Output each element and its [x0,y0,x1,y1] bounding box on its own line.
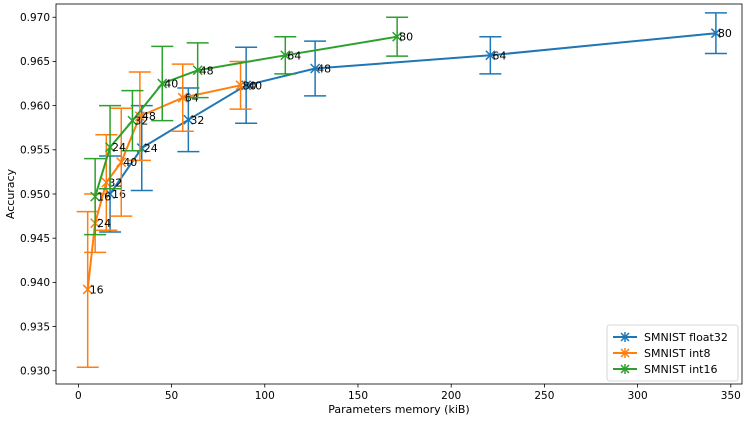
y-tick-label: 0.955 [20,145,50,157]
x-tick-label: 250 [534,390,554,402]
legend-label: SMNIST int8 [644,347,710,360]
y-tick-label: 0.960 [20,100,50,112]
data-point-marker [310,63,321,74]
legend: SMNIST float32 SMNIST int8 SMNIST int16 [606,324,739,382]
y-tick-label: 0.965 [20,56,50,68]
x-axis-label: Parameters memory (kiB) [328,403,469,416]
y-axis-label: Accuracy [4,168,17,219]
x-tick-label: 100 [255,390,275,402]
data-label: 32 [134,115,148,128]
data-label: 64 [492,49,506,62]
y-tick-label: 0.950 [20,189,50,201]
data-label: 40 [164,78,178,91]
data-label: 48 [200,64,214,77]
data-point-marker [710,28,721,39]
data-label: 32 [108,177,122,190]
data-point-marker [192,65,203,76]
data-label: 80 [243,79,257,92]
legend-entry: SMNIST float32 [613,331,728,344]
legend-marker [620,348,630,358]
data-point-marker [127,115,138,126]
x-tick-label: 150 [348,390,368,402]
data-point-marker [116,157,127,168]
data-point-marker [177,92,188,103]
data-label: 80 [718,27,732,40]
data-label: 16 [97,191,111,204]
data-label: 64 [287,49,301,62]
legend-entry: SMNIST int16 [613,363,717,376]
data-label: 24 [144,142,158,155]
x-tick-label: 50 [165,390,178,402]
x-tick-label: 300 [628,390,648,402]
x-tick-label: 350 [721,390,741,402]
x-tick-label: 0 [75,390,82,402]
y-tick-label: 0.940 [20,277,50,289]
data-label: 16 [112,188,126,201]
data-point-marker [392,31,403,42]
data-label: 16 [90,283,104,296]
data-label: 48 [317,63,331,76]
data-point-marker [157,78,168,89]
legend-label: SMNIST int16 [644,363,717,376]
legend-marker [620,364,630,374]
data-label: 24 [97,217,111,230]
data-point-marker [105,142,116,153]
data-point-marker [183,114,194,125]
data-point-marker [235,80,246,91]
y-tick-label: 0.935 [20,321,50,333]
data-label: 32 [190,114,204,127]
x-tick-label: 200 [441,390,461,402]
legend-label: SMNIST float32 [644,331,728,344]
legend-box [606,324,739,382]
data-point-marker [134,111,145,122]
data-point-marker [485,50,496,61]
data-label: 40 [248,79,262,92]
y-tick-label: 0.930 [20,366,50,378]
data-label: 24 [112,141,126,154]
data-point-marker [82,284,93,295]
data-label: 40 [123,156,137,169]
data-point-marker [90,191,101,202]
data-label: 80 [399,31,413,44]
legend-entry: SMNIST int8 [613,347,710,360]
y-tick-label: 0.970 [20,12,50,24]
data-point-marker [280,50,291,61]
y-tick-label: 0.945 [20,233,50,245]
legend-marker [620,332,630,342]
